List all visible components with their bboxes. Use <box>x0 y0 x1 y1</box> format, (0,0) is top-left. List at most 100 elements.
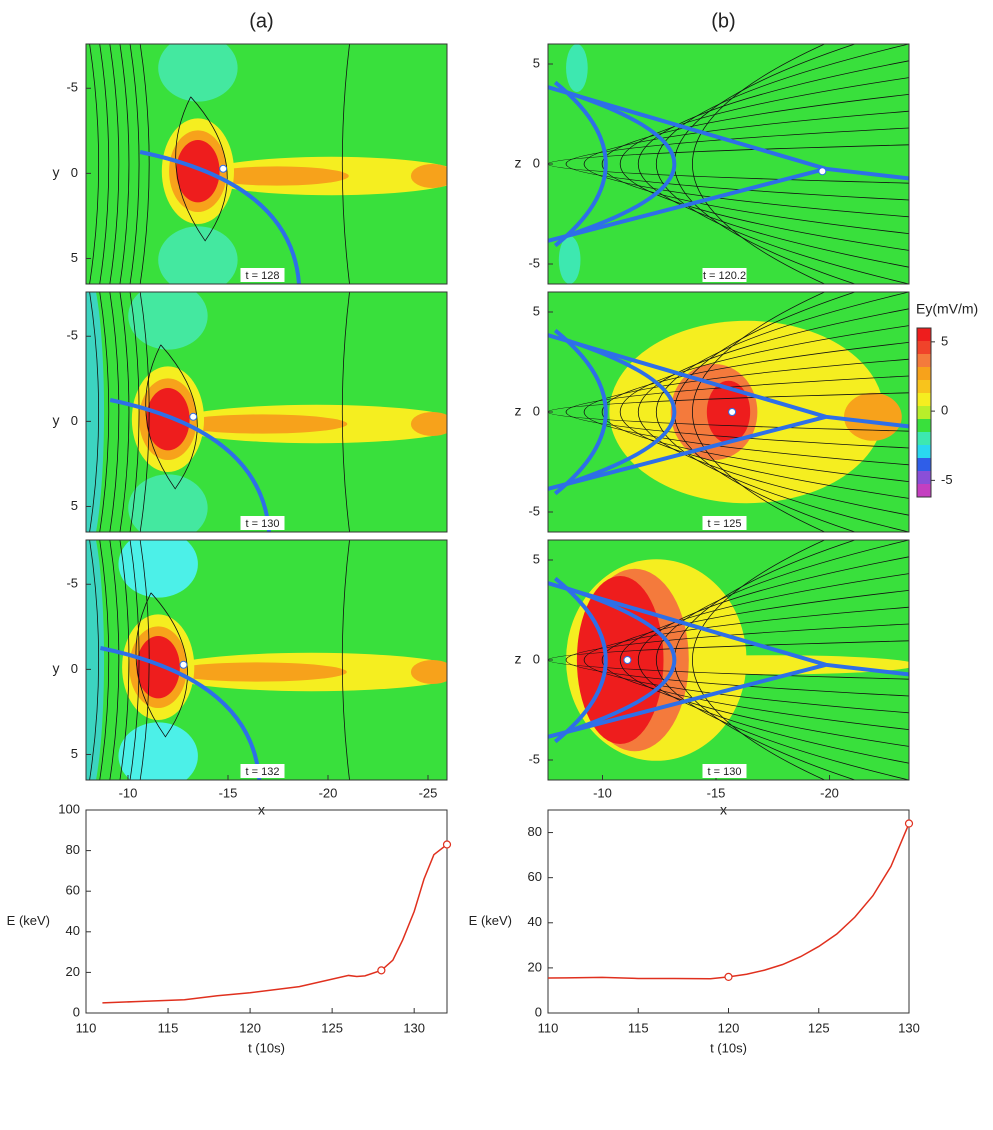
contour-field <box>548 292 909 532</box>
field-line <box>638 556 909 764</box>
trajectory <box>109 398 272 532</box>
column-title: (b) <box>711 10 735 32</box>
x-tick-label: 120 <box>718 1020 740 1035</box>
field-line <box>548 392 909 432</box>
separatrix <box>548 85 909 243</box>
column-title: (a) <box>249 10 273 32</box>
field-line <box>548 144 909 184</box>
particle-dot <box>623 656 632 664</box>
separatrix <box>548 581 909 739</box>
field-patch <box>410 412 447 436</box>
contour-field <box>548 540 909 780</box>
field-line <box>692 540 826 780</box>
y-tick-label: 5 <box>71 498 78 513</box>
colorbar-swatch <box>917 484 931 498</box>
field-patch <box>558 236 581 284</box>
y-tick-label: 40 <box>66 923 80 938</box>
field-line <box>692 44 826 284</box>
time-label-box <box>240 516 285 530</box>
contour-field <box>86 44 447 284</box>
plot-frame <box>85 291 448 533</box>
field-line <box>620 325 909 499</box>
y-axis-label: y <box>53 660 60 676</box>
time-label-box <box>702 268 747 282</box>
separatrix <box>553 80 608 248</box>
field-patch <box>158 226 238 284</box>
contour-field <box>86 292 447 532</box>
contour-field <box>548 44 909 284</box>
plot-frame <box>85 809 448 1014</box>
field-line <box>655 44 909 284</box>
field-line <box>584 358 909 466</box>
field-line <box>109 292 120 532</box>
colorbar-swatch <box>917 406 931 420</box>
field-line <box>584 110 909 218</box>
field-line <box>341 540 350 780</box>
field-line <box>135 592 188 738</box>
field-patch <box>844 392 902 441</box>
time-label: t = 130 <box>246 518 280 530</box>
x-tick-label: 120 <box>239 1020 261 1035</box>
field-line <box>638 308 909 516</box>
field-line <box>129 44 140 284</box>
field-line <box>692 292 826 532</box>
plot-frame <box>547 809 910 1014</box>
energy-line <box>547 823 910 980</box>
y-tick-label: 0 <box>71 413 78 428</box>
colorbar-swatch <box>917 458 931 472</box>
y-tick-label: -5 <box>528 255 540 270</box>
y-tick-label: 80 <box>528 824 542 839</box>
field-patch <box>158 44 238 102</box>
y-axis-label: z <box>515 403 522 419</box>
colorbar-swatch <box>917 367 931 381</box>
y-tick-label: 60 <box>528 869 542 884</box>
y-tick-label: 5 <box>533 303 540 318</box>
y-axis-label: E (keV) <box>469 913 512 928</box>
x-tick-label: 115 <box>628 1020 649 1035</box>
energy-line <box>102 843 448 1004</box>
x-tick-label: -15 <box>219 785 238 800</box>
time-label-box <box>702 764 747 778</box>
y-tick-label: 80 <box>66 842 80 857</box>
field-line <box>175 96 228 242</box>
y-axis-label: E (keV) <box>7 913 50 928</box>
colorbar-swatch <box>917 471 931 485</box>
time-label-box <box>240 268 285 282</box>
time-label: t = 120.2 <box>703 270 746 282</box>
field-line <box>601 342 909 482</box>
colorbar-swatch <box>917 341 931 355</box>
energy-marker <box>442 840 452 849</box>
field-line <box>341 292 350 532</box>
energy-marker <box>904 819 914 828</box>
y-axis-label: z <box>515 651 522 667</box>
field-patch <box>86 540 105 780</box>
colorbar-swatch <box>917 432 931 446</box>
colorbar-swatch <box>917 354 931 368</box>
x-tick-label: 125 <box>808 1020 830 1035</box>
time-label: t = 132 <box>246 766 280 778</box>
y-tick-label: 5 <box>71 250 78 265</box>
separatrix <box>553 576 608 744</box>
separatrix <box>565 586 677 734</box>
field-line <box>99 44 110 284</box>
trajectory <box>100 646 262 780</box>
time-label: t = 125 <box>708 518 742 530</box>
y-tick-label: 0 <box>533 403 540 418</box>
field-line <box>129 540 140 780</box>
separatrix <box>565 90 677 238</box>
y-tick-label: -5 <box>528 503 540 518</box>
y-tick-label: -5 <box>528 751 540 766</box>
field-line <box>89 540 100 780</box>
x-tick-label: 110 <box>538 1020 559 1035</box>
y-tick-label: 20 <box>528 959 542 974</box>
field-line <box>548 640 909 680</box>
colorbar-swatch <box>917 419 931 433</box>
field-background <box>548 44 909 284</box>
colorbar-tick-label: 5 <box>941 333 948 348</box>
x-tick-label: 110 <box>76 1020 97 1035</box>
field-patch <box>128 292 208 350</box>
x-tick-label: -20 <box>319 785 338 800</box>
y-tick-label: 100 <box>58 801 80 816</box>
field-line <box>139 44 150 284</box>
contour-field <box>86 540 447 780</box>
